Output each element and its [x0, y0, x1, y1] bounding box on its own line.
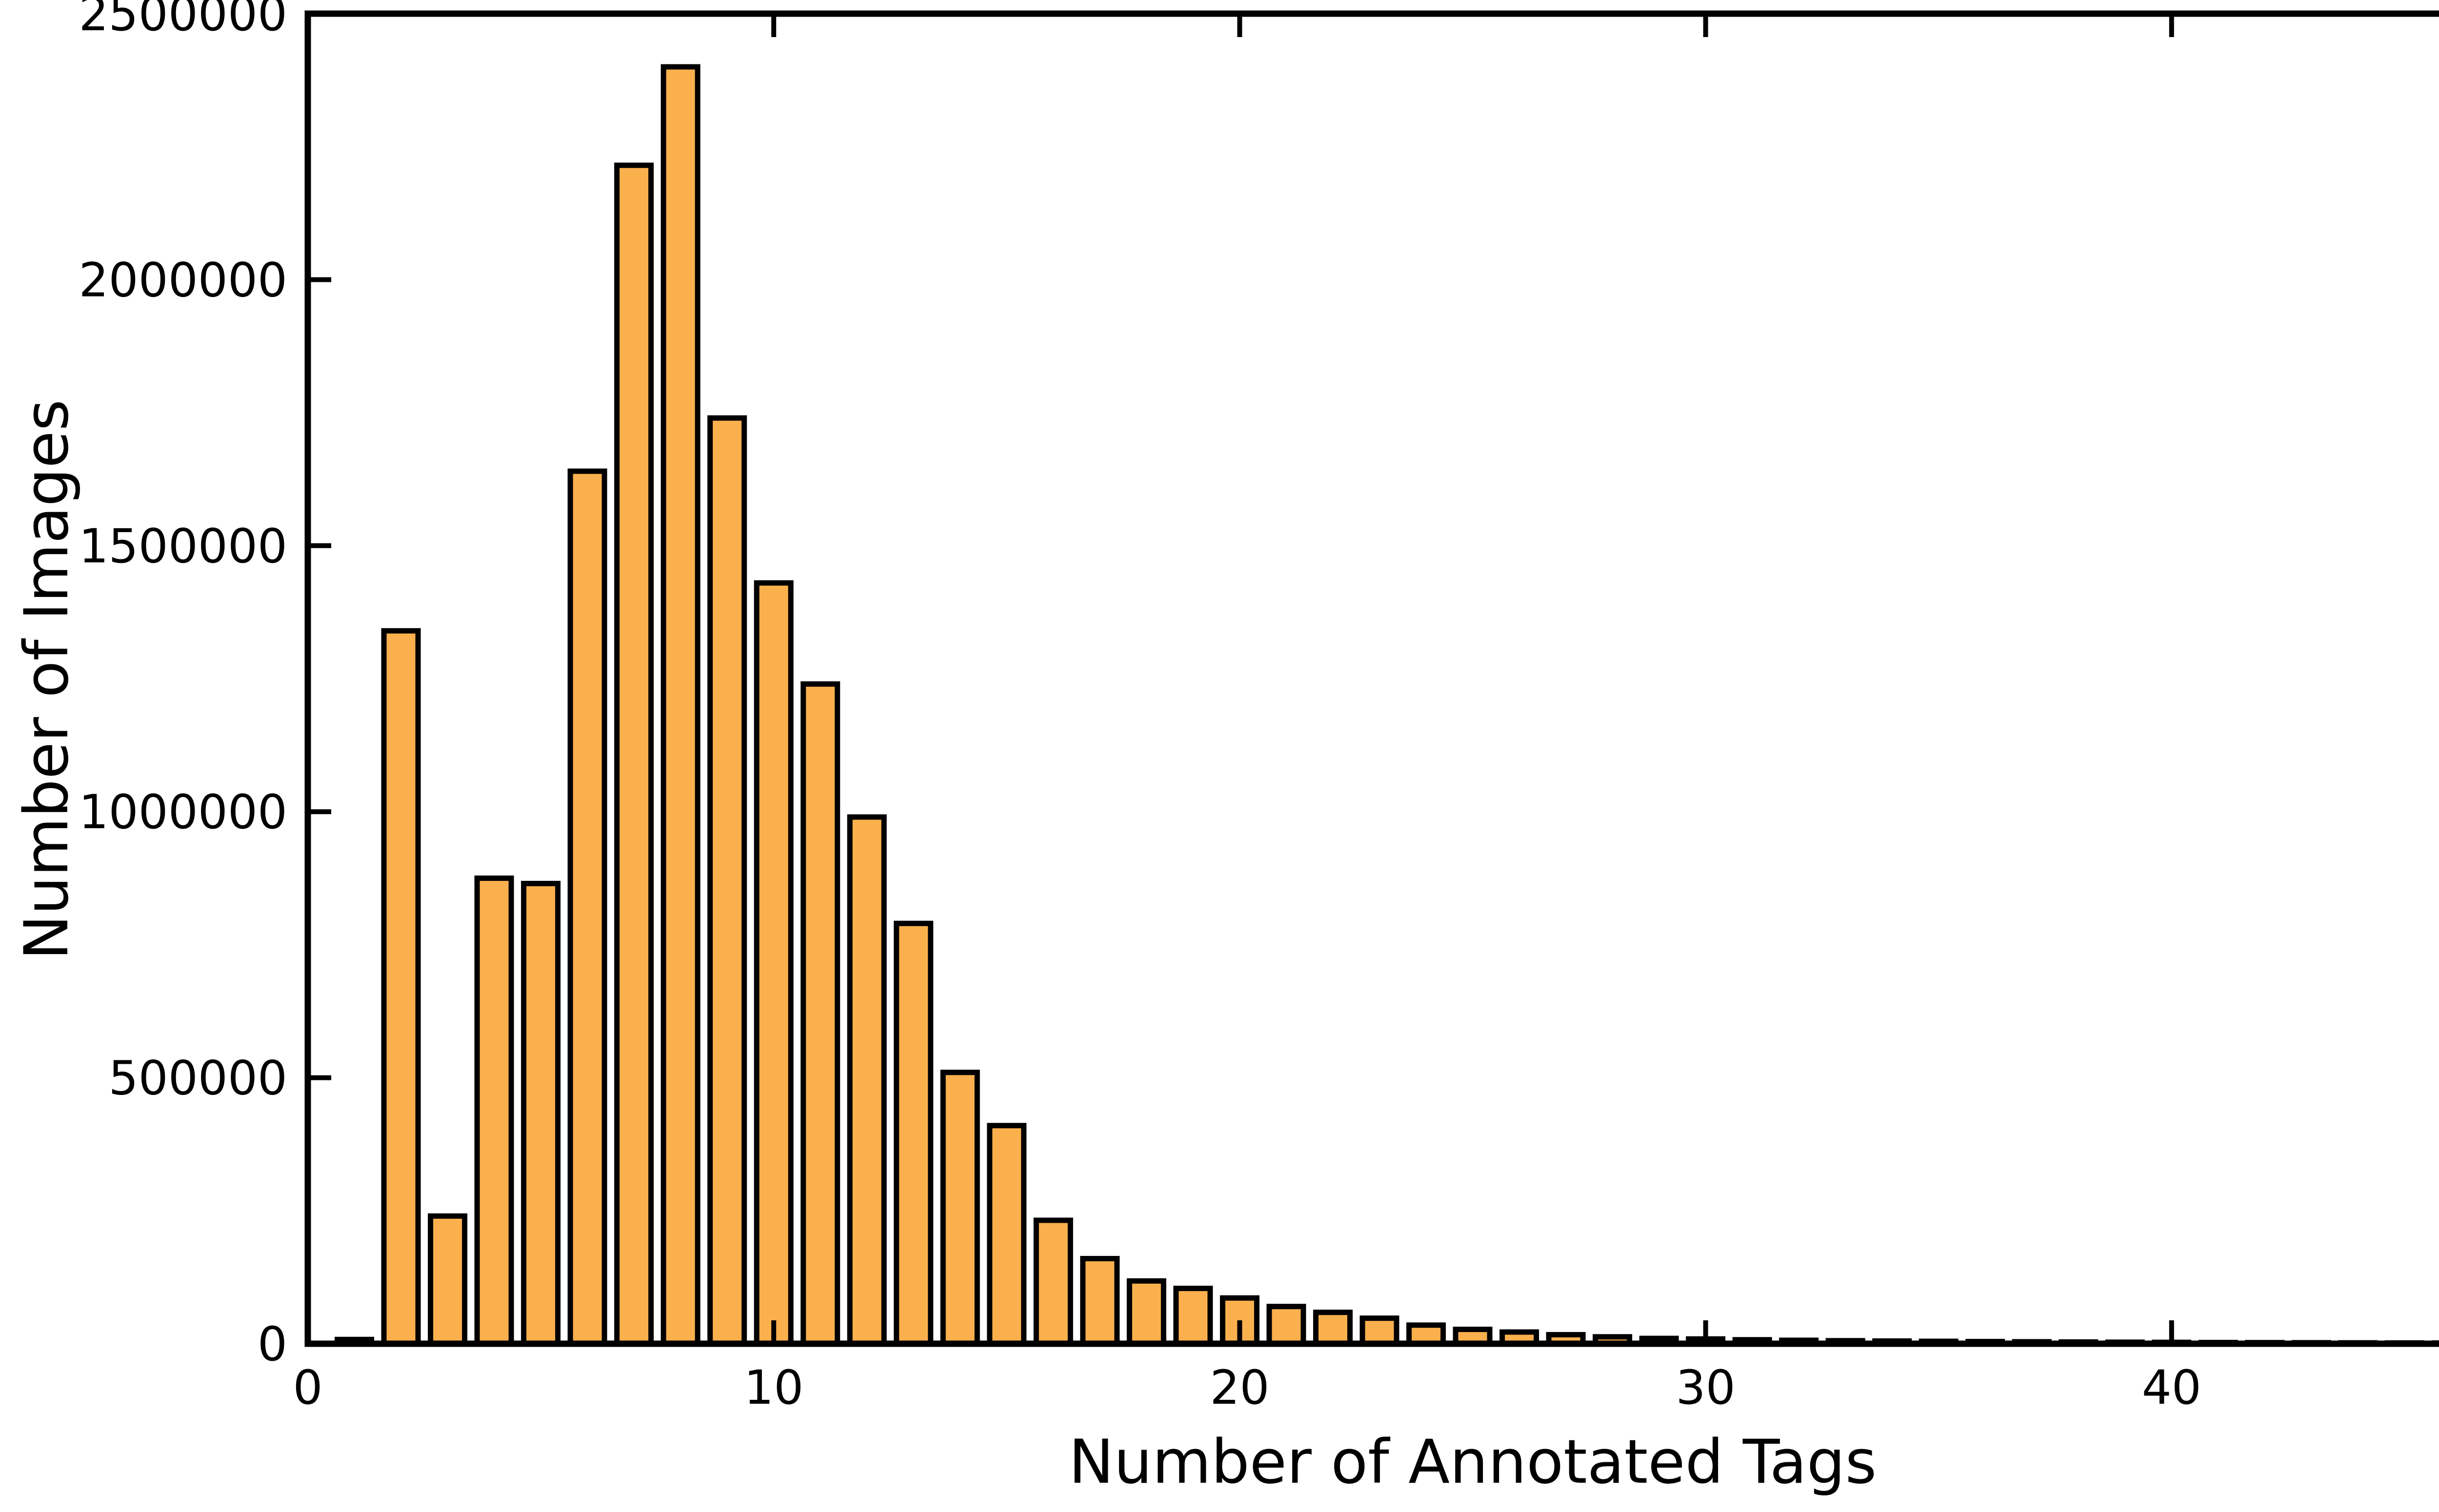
y-tick-label: 0	[258, 1317, 287, 1372]
bar	[754, 580, 794, 1347]
bar	[1173, 1286, 1213, 1347]
bar	[660, 64, 700, 1347]
x-tick-label: 0	[293, 1360, 322, 1415]
axes-spines	[304, 10, 2439, 1347]
bar	[847, 814, 887, 1347]
bar	[1080, 1255, 1120, 1347]
tick-marks	[305, 11, 2174, 1346]
y-tick-label: 2000000	[79, 253, 287, 307]
bar	[940, 1070, 980, 1347]
bar	[1313, 1310, 1353, 1347]
bar	[428, 1213, 468, 1347]
x-tick-label: 10	[744, 1360, 803, 1415]
x-tick-label: 20	[1210, 1360, 1269, 1415]
bar	[800, 681, 840, 1347]
bar	[1126, 1278, 1166, 1347]
bar	[1359, 1315, 1399, 1347]
bar	[614, 162, 654, 1347]
bar	[567, 468, 607, 1347]
bar	[474, 875, 514, 1347]
y-axis-title: Number of Images	[12, 399, 82, 960]
axes-box	[304, 10, 2439, 1347]
bar	[987, 1123, 1027, 1347]
x-tick-label: 40	[2142, 1360, 2201, 1415]
y-tick-label: 1500000	[79, 519, 287, 574]
bar	[1033, 1217, 1073, 1347]
x-tick-label: 30	[1676, 1360, 1736, 1415]
y-tick-label: 500000	[109, 1051, 287, 1106]
bar	[1266, 1304, 1306, 1347]
x-axis-title: Number of Annotated Tags	[1069, 1427, 1877, 1497]
bar	[707, 415, 747, 1347]
bar	[381, 628, 421, 1347]
bar	[521, 880, 561, 1347]
y-tick-label: 1000000	[79, 785, 287, 839]
bar	[894, 920, 934, 1347]
y-tick-label: 2500000	[79, 0, 287, 41]
